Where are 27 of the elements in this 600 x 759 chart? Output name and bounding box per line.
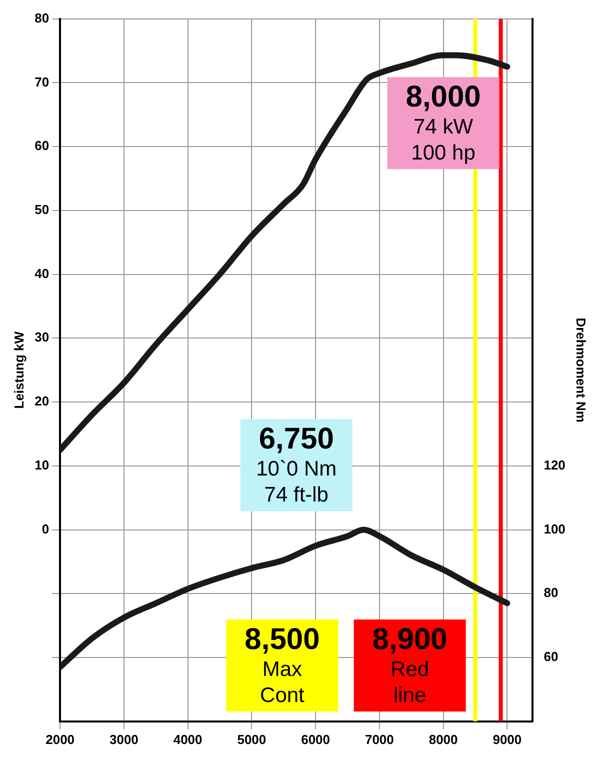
y2-tick-label: 120: [544, 457, 566, 472]
y-tick-label: 0: [42, 521, 50, 536]
x-tick-label: 7000: [364, 732, 394, 747]
annotation: 8,900 Red line: [372, 622, 448, 707]
annotation: 8,000 74 kW 100 hp: [406, 80, 481, 164]
y2-tick-label: 100: [544, 521, 566, 536]
y-tick-label: 60: [34, 138, 50, 154]
x-tick-label: 6000: [301, 732, 330, 747]
y2-axis-title: Drehmoment Nm: [574, 318, 589, 422]
x-tick-label: 8000: [428, 732, 458, 747]
x-tick-label: 5000: [237, 732, 266, 747]
annotation: 6,750 10`0 Nm 74 ft-lb: [256, 422, 337, 507]
y-tick-label: 80: [34, 10, 50, 26]
y-tick-label: 20: [34, 394, 50, 409]
y-tick-label: 10: [34, 457, 50, 472]
annotation: 8,500 Max Cont: [244, 622, 320, 707]
y-tick-label: 50: [34, 202, 50, 217]
x-tick-label: 4000: [173, 732, 202, 747]
y2-tick-label: 80: [544, 585, 558, 600]
y-tick-label: 30: [34, 330, 50, 345]
x-tick-label: 9000: [492, 732, 522, 747]
y-axis-title: Leistung kW: [11, 330, 26, 409]
x-tick-label: 3000: [109, 732, 138, 747]
y-tick-label: 70: [34, 74, 50, 90]
y2-tick-label: 60: [544, 649, 558, 664]
x-tick-label: 2000: [46, 732, 75, 747]
y-tick-label: 40: [34, 266, 50, 281]
